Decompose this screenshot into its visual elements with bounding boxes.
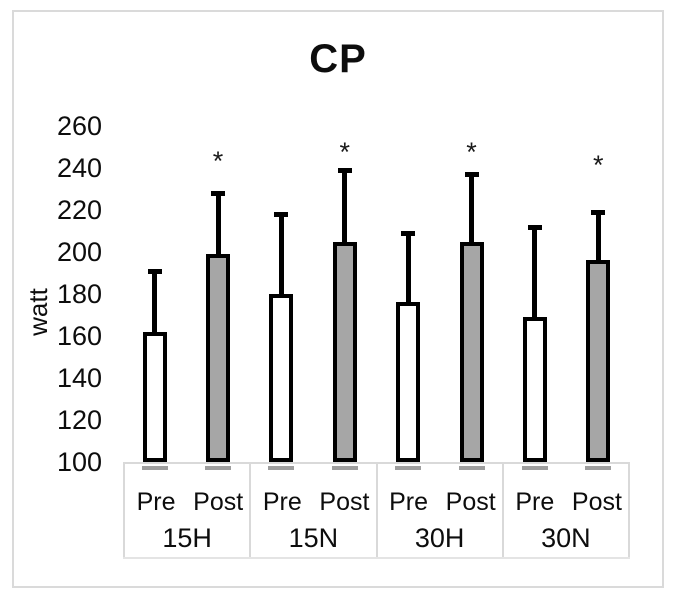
sub-label-row-15n: Pre Post [251, 479, 375, 525]
sub-label-pre-30h: Pre [389, 488, 429, 516]
sub-label-pre-15n: Pre [262, 488, 302, 516]
y-tick-label-120: 120 [56, 405, 102, 435]
bar-post-30H [459, 241, 484, 462]
chart-title: CP [309, 37, 367, 81]
bar-post-15N [332, 241, 357, 462]
bar-shadow-post-15N [331, 466, 358, 470]
significance-asterisk-15h: * [212, 145, 224, 176]
y-tick-label-240: 240 [56, 153, 102, 183]
error-bar-pre-30N [532, 226, 538, 322]
y-tick-label-180: 180 [56, 279, 102, 309]
sub-label-pre-30n: Pre [515, 488, 555, 516]
sub-label-post-15h: Post [193, 488, 244, 516]
x-axis-table: Pre Post 15H Pre Post 15N Pre Post 30H Pre Post 30N [123, 462, 630, 559]
bar-shadow-pre-30N [521, 466, 548, 470]
error-bar-post-15H [215, 193, 221, 259]
y-tick-label-260: 260 [56, 111, 102, 141]
group-label-30n: 30N [541, 523, 591, 553]
error-bar-pre-15H [152, 270, 158, 336]
x-axis-group-cell-15h: Pre Post 15H [123, 464, 252, 557]
y-tick-label-220: 220 [56, 195, 102, 225]
bar-shadow-post-30N [585, 466, 612, 470]
error-bar-post-30N [595, 212, 601, 265]
bar-pre-15N [269, 294, 294, 462]
sub-label-row-15h: Pre Post [125, 479, 249, 525]
sub-label-row-30h: Pre Post [378, 479, 502, 525]
significance-asterisk-15n: * [339, 137, 351, 168]
bar-shadow-pre-15H [141, 466, 168, 470]
y-axis-label: watt [23, 288, 53, 336]
bar-pre-30N [522, 317, 547, 462]
y-tick-label-200: 200 [56, 237, 102, 267]
sub-label-pre-15h: Pre [136, 488, 176, 516]
y-tick-label-160: 160 [56, 321, 102, 351]
sub-label-row-30n: Pre Post [504, 479, 628, 525]
group-label-15h: 15H [162, 523, 212, 553]
bar-post-30N [586, 260, 611, 462]
sub-label-post-30n: Post [571, 488, 622, 516]
error-bar-post-15N [342, 170, 348, 246]
sub-label-post-30h: Post [445, 488, 496, 516]
error-bar-pre-30H [405, 233, 411, 307]
bar-shadow-pre-30H [395, 466, 422, 470]
error-bar-post-30H [469, 174, 475, 246]
y-tick-label-140: 140 [56, 363, 102, 393]
significance-asterisk-30n: * [593, 149, 604, 180]
sub-label-post-15n: Post [319, 488, 370, 516]
x-axis-group-cell-30n: Pre Post 30N [504, 464, 630, 557]
bar-pre-15H [142, 331, 167, 462]
group-label-30h: 30H [414, 523, 465, 553]
y-tick-label-100: 100 [56, 447, 102, 477]
bar-post-15H [206, 254, 231, 462]
error-bar-pre-15N [278, 214, 284, 298]
significance-asterisk-30h: * [466, 137, 477, 168]
bar-shadow-pre-15N [268, 466, 295, 470]
bar-shadow-post-30H [458, 466, 485, 470]
x-axis-group-cell-30h: Pre Post 30H [378, 464, 504, 557]
bar-shadow-post-15H [205, 466, 232, 470]
group-label-15n: 15N [288, 523, 339, 553]
bar-pre-30H [396, 302, 421, 462]
x-axis-group-cell-15n: Pre Post 15N [251, 464, 378, 557]
